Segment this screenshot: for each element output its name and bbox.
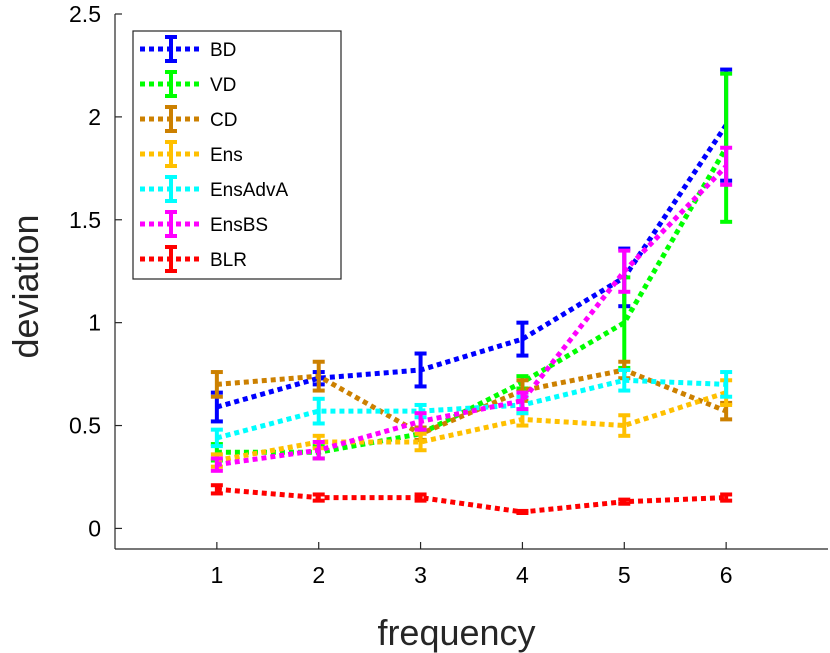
error-bar: [312, 396, 325, 426]
x-tick-label: 4: [516, 562, 529, 588]
legend-item-cd: CD: [140, 105, 237, 133]
legend-label: BD: [210, 40, 236, 61]
legend-item-ensadva: EnsAdvA: [140, 175, 288, 203]
error-bar: [516, 508, 529, 515]
error-bar: [414, 431, 427, 453]
error-bar: [618, 367, 631, 393]
error-bar: [210, 456, 223, 473]
y-tick-label: 1.5: [69, 207, 101, 233]
series-layer: [210, 67, 733, 515]
legend-label: CD: [210, 110, 237, 131]
legend-label: Ens: [210, 145, 243, 166]
error-bar: [312, 359, 325, 393]
legend-item-ens: Ens: [140, 140, 243, 168]
error-bar: [414, 411, 427, 432]
y-tick-label: 2.5: [69, 1, 101, 27]
error-bar: [720, 145, 733, 187]
series-line-ensbs: [216, 164, 728, 468]
error-bar: [210, 483, 223, 496]
error-bar: [720, 492, 733, 503]
y-axis-title: deviation: [5, 214, 46, 358]
error-bar: [720, 370, 733, 399]
y-tick-label: 1: [88, 310, 101, 336]
legend: BD VD CD Ens EnsAdvA EnsBS BLR: [132, 30, 342, 280]
legend-label: EnsAdvA: [210, 180, 288, 201]
series-line-bd: [216, 123, 729, 410]
y-tick-label: 0: [88, 515, 101, 541]
legend-label: BLR: [210, 250, 247, 271]
error-bar: [312, 440, 325, 461]
x-tick-label: 2: [312, 562, 325, 588]
error-bar: [516, 390, 529, 412]
error-bar: [618, 497, 631, 506]
legend-item-ensbs: EnsBS: [140, 210, 268, 238]
error-bar: [210, 427, 223, 449]
axes-layer: 1 2 3 4 5 6 0 0.5 1 1.5 2 2.5: [69, 1, 828, 588]
legend-label: VD: [210, 75, 236, 96]
error-bar: [414, 492, 427, 503]
y-tick-label: 0.5: [69, 413, 101, 439]
x-tick-label: 3: [414, 562, 427, 588]
legend-item-bd: BD: [140, 35, 236, 63]
legend-item-vd: VD: [140, 70, 236, 98]
error-bar: [210, 370, 223, 399]
series-blr: [210, 483, 733, 515]
error-bar: [312, 492, 325, 503]
x-tick-label: 1: [210, 562, 223, 588]
legend-label: EnsBS: [210, 215, 268, 236]
error-bar: [414, 351, 427, 389]
x-tick-label: 5: [618, 562, 631, 588]
y-tick-label: 2: [88, 104, 101, 130]
series-ensadva: [210, 367, 733, 449]
error-bar: [618, 413, 631, 438]
error-bar: [618, 248, 631, 294]
x-tick-label: 6: [720, 562, 733, 588]
x-axis-title: frequency: [377, 612, 535, 653]
series-line-blr: [216, 486, 727, 515]
error-bar: [516, 320, 529, 358]
series-line-cd: [216, 367, 728, 437]
legend-item-blr: BLR: [140, 245, 247, 273]
series-ensbs: [210, 145, 733, 473]
